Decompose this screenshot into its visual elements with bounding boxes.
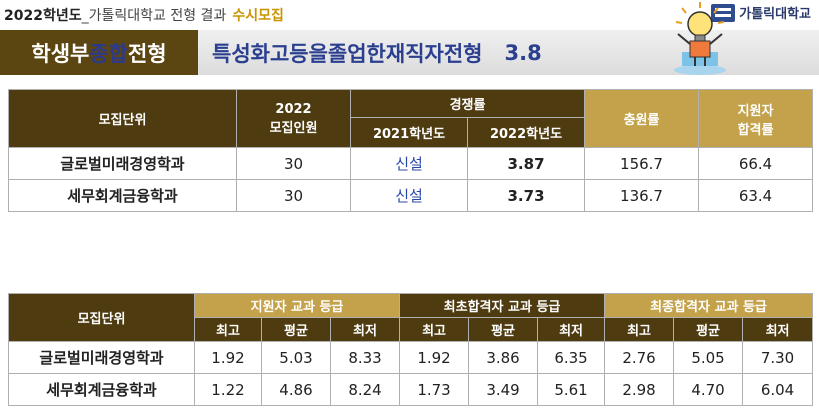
grade-cell: 3.86 <box>468 341 539 374</box>
fill-rate-cell: 136.7 <box>584 179 700 212</box>
dept-name: 글로벌미래경영학과 <box>8 147 237 180</box>
header-quota-line1: 2022 <box>275 101 312 117</box>
header-year: 2022학년도 <box>4 8 82 24</box>
grade-cell: 1.73 <box>399 373 470 406</box>
badge-prefix: 학생부 <box>31 41 90 66</box>
header-2021: 2021학년도 <box>350 117 468 148</box>
grade-cell: 8.24 <box>329 373 401 406</box>
header-dept: 모집단위 <box>8 89 237 148</box>
grade-table: 모집단위 지원자 교과 등급 최초합격자 교과 등급 최종합격자 교과 등급 최… <box>8 293 814 406</box>
header-category: 수시모집 <box>232 8 284 24</box>
grade-cell: 6.35 <box>537 341 606 374</box>
grade-cell: 1.22 <box>194 373 262 406</box>
grade-cell: 4.86 <box>261 373 331 406</box>
table-row: 세무회계금융학과 30 신설 3.73 136.7 63.4 <box>8 179 814 212</box>
header-2022: 2022학년도 <box>466 117 586 148</box>
grade-cell: 5.03 <box>261 341 331 374</box>
table-row: 세무회계금융학과 1.22 4.86 8.24 1.73 3.49 5.61 2… <box>8 373 814 406</box>
header-applicant-grade: 지원자 교과 등급 <box>193 293 401 318</box>
header-pass-line2: 합격률 <box>737 122 774 138</box>
competition-2022-cell: 3.73 <box>466 179 586 212</box>
header-avg: 평균 <box>468 317 539 342</box>
header-min: 최저 <box>329 317 401 342</box>
page-header: 2022학년도_가톨릭대학교 전형 결과 수시모집 <box>4 5 284 25</box>
lightbulb-person-icon <box>674 2 726 75</box>
header-max: 최고 <box>604 317 675 342</box>
competition-2021-cell: 신설 <box>350 179 468 212</box>
table-row: 글로벌미래경영학과 1.92 5.03 8.33 1.92 3.86 6.35 … <box>8 341 814 374</box>
badge-highlight: 종합 <box>89 41 128 66</box>
grade-cell: 7.30 <box>742 341 814 374</box>
grade-cell: 5.05 <box>673 341 744 374</box>
track-name: 특성화고등을졸업한재직자전형 <box>212 41 483 66</box>
header-avg: 평균 <box>261 317 331 342</box>
grade-cell: 1.92 <box>194 341 262 374</box>
competition-2021-cell: 신설 <box>350 147 468 180</box>
badge-suffix: 전형 <box>127 41 167 66</box>
logo-text: 가톨릭대학교 <box>739 7 811 22</box>
dept-name: 세무회계금융학과 <box>8 179 237 212</box>
grade-cell: 8.33 <box>329 341 401 374</box>
quota-cell: 30 <box>236 147 351 180</box>
banner-title: 특성화고등을졸업한재직자전형 3.8 <box>212 30 542 75</box>
quota-cell: 30 <box>236 179 351 212</box>
header-final-pass-grade: 최종합격자 교과 등급 <box>604 293 814 318</box>
grade-cell: 6.04 <box>742 373 814 406</box>
grade-cell: 2.98 <box>604 373 675 406</box>
fill-rate-cell: 156.7 <box>584 147 700 180</box>
header-avg: 평균 <box>673 317 744 342</box>
dept-name: 글로벌미래경영학과 <box>8 341 195 374</box>
header-max: 최고 <box>399 317 470 342</box>
header-quota: 2022 모집인원 <box>236 89 351 148</box>
header-min: 최저 <box>742 317 814 342</box>
header-dept: 모집단위 <box>8 293 195 342</box>
grade-cell: 5.61 <box>537 373 606 406</box>
table-row: 글로벌미래경영학과 30 신설 3.87 156.7 66.4 <box>8 147 814 180</box>
header-subtitle: _가톨릭대학교 전형 결과 <box>81 8 227 24</box>
competition-2022-cell: 3.87 <box>466 147 586 180</box>
admission-type-badge: 학생부 종합 전형 <box>0 30 198 75</box>
grade-cell: 3.49 <box>468 373 539 406</box>
pass-rate-cell: 66.4 <box>698 147 814 180</box>
grade-cell: 2.76 <box>604 341 675 374</box>
header-max: 최고 <box>194 317 262 342</box>
header-first-pass-grade: 최초합격자 교과 등급 <box>399 293 606 318</box>
dept-name: 세무회계금융학과 <box>8 373 195 406</box>
header-fill-rate: 충원률 <box>584 89 700 148</box>
overall-rate: 3.8 <box>504 40 542 65</box>
grade-cell: 1.92 <box>399 341 470 374</box>
header-competition: 경쟁률 <box>349 89 586 118</box>
pass-rate-cell: 63.4 <box>698 179 814 212</box>
grade-cell: 4.70 <box>673 373 744 406</box>
header-min: 최저 <box>537 317 606 342</box>
header-quota-line2: 모집인원 <box>269 120 318 136</box>
header-pass-line1: 지원자 <box>737 103 774 119</box>
